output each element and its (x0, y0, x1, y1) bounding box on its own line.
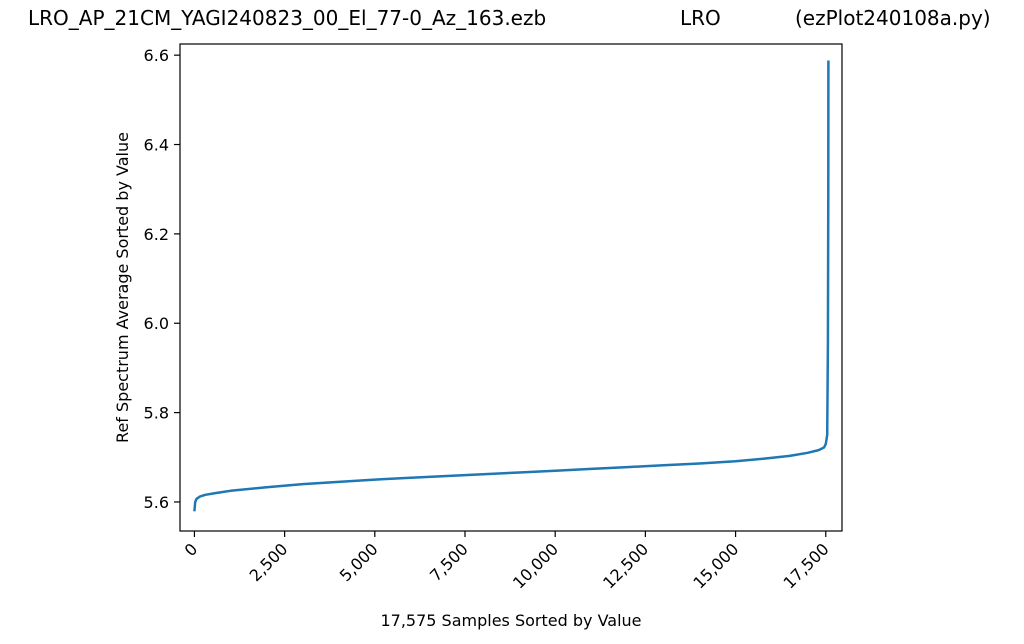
axes-frame (179, 43, 843, 532)
y-axis-label: Ref Spectrum Average Sorted by Value (113, 132, 132, 443)
x-tick-label: 17,500 (780, 539, 833, 592)
y-tick-label: 5.8 (144, 404, 169, 423)
x-tick-label: 0 (181, 539, 202, 560)
x-tick-label: 5,000 (336, 539, 382, 585)
y-tick-label: 5.6 (144, 493, 169, 512)
y-tick-label: 6.4 (144, 136, 169, 155)
x-axis-label: 17,575 Samples Sorted by Value (380, 611, 641, 630)
y-tick-label: 6.2 (144, 225, 169, 244)
y-tick-label: 6.0 (144, 314, 169, 333)
x-tick-label: 15,000 (689, 539, 742, 592)
chart-title-script: (ezPlot240108a.py) (795, 6, 991, 30)
x-tick-label: 12,500 (599, 539, 652, 592)
x-axis-ticks: 0 2,500 5,000 7,500 10,000 12,500 15,000 17,500 (181, 531, 833, 592)
x-tick-label: 10,000 (509, 539, 562, 592)
plot-area (179, 43, 843, 532)
series-line (193, 60, 830, 512)
chart-title-filename: LRO_AP_21CM_YAGI240823_00_El_77-0_Az_163… (28, 6, 547, 30)
y-axis-ticks: 5.6 5.8 6.0 6.2 6.4 6.6 (144, 46, 180, 512)
chart-title-site: LRO (680, 6, 721, 30)
y-tick-label: 6.6 (144, 46, 169, 65)
x-tick-label: 7,500 (426, 539, 472, 585)
x-tick-label: 2,500 (246, 539, 292, 585)
